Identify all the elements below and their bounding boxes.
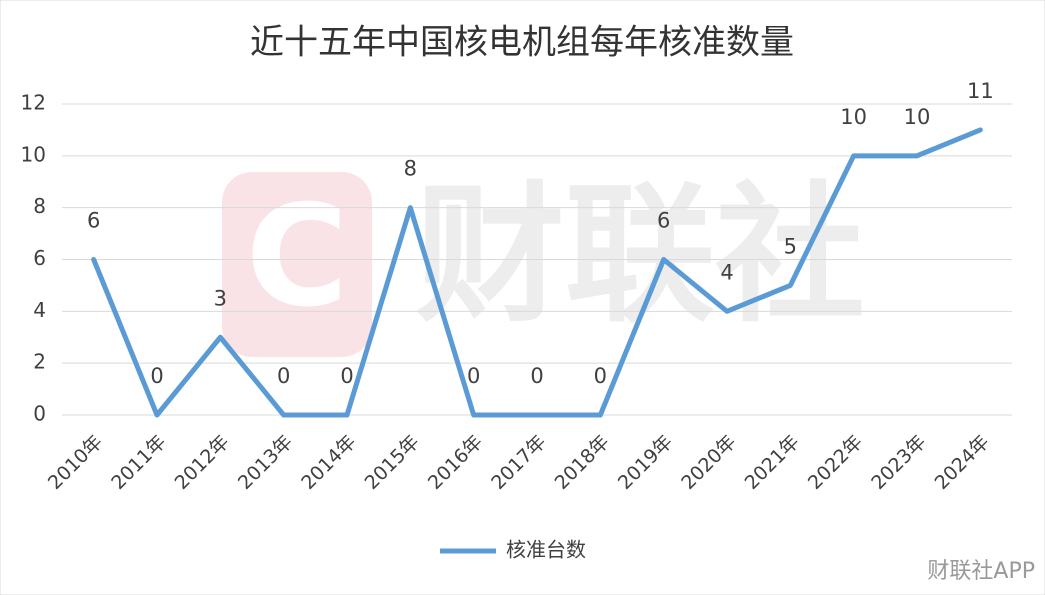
y-tick-label: 8 [33,194,46,218]
data-label: 8 [404,157,417,181]
y-tick-label: 10 [21,142,46,166]
y-tick-label: 0 [33,402,46,426]
data-label: 3 [214,286,227,310]
data-label: 0 [530,364,543,388]
data-label: 0 [594,364,607,388]
chart-title: 近十五年中国核电机组每年核准数量 [250,23,794,63]
legend-label: 核准台数 [506,538,586,562]
source: 财联社APP [927,559,1035,584]
data-label: 0 [340,364,353,388]
data-label: 4 [720,260,733,284]
data-label: 0 [467,364,480,388]
data-label: 0 [150,364,163,388]
y-tick-label: 4 [33,298,46,322]
watermark-logo: C [222,172,372,357]
y-tick-label: 2 [33,350,46,374]
data-label: 11 [967,79,994,103]
data-label: 0 [277,364,290,388]
line [91,127,983,418]
y-tick-label: 6 [33,246,46,270]
y-tick-label: 12 [21,91,46,115]
data-label: 6 [657,209,670,233]
data-label: 6 [87,209,100,233]
svg-text:C: C [246,176,349,339]
data-label: 5 [784,234,797,258]
data-label: 10 [904,105,931,129]
data-label: 10 [840,105,867,129]
